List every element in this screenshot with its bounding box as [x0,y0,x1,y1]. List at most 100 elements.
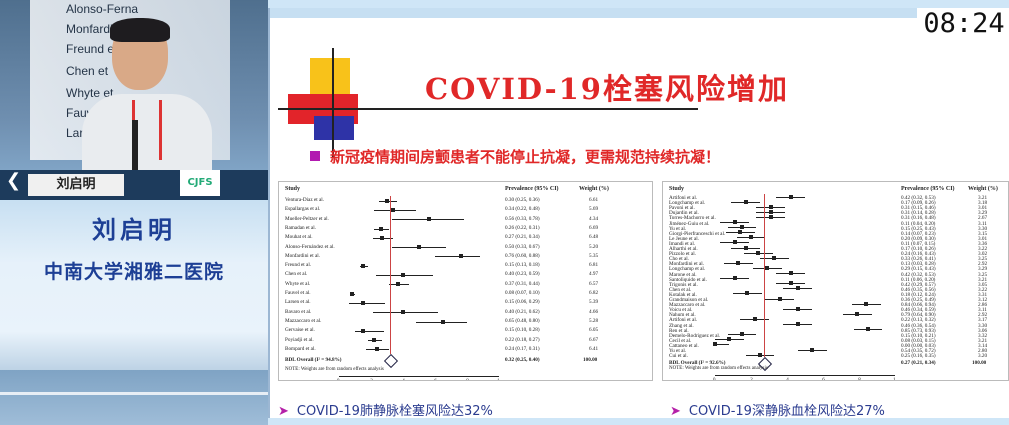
prevalence-value: 0.22 (0.18, 0.27) [505,336,540,343]
estimate-marker [372,338,377,343]
prevalence-value: 0.18 (0.12, 0.24) [901,291,936,298]
estimate-marker [458,254,463,259]
forest-row: Zhang et al. 0.46 (0.36, 0.54) 3.30 [663,322,1008,329]
prevalence-value: 0.31 (0.16, 0.48) [901,215,936,222]
forest-row: Poyiadji et al. 0.22 (0.18, 0.27) 6.67 [279,336,652,345]
weight-value: 3.14 [978,342,988,349]
forest-row: Torres-Machorro et al. 0.31 (0.16, 0.48) 2… [663,214,1008,222]
forest-row: Longchamp et al. 0.29 (0.15, 0.43) 3.29 [663,265,1008,273]
study-label: Whyte et al. [285,280,311,287]
estimate-marker [788,194,793,199]
forest-row: Ramadan et al. 0.26 (0.22, 0.31) 6.69 [279,224,652,233]
nameplate: 刘启明 [28,174,124,196]
ci-line [435,256,480,258]
weight-value: 6.48 [589,234,599,241]
study-label: Alharthi et al. [669,246,698,252]
study-label: Yu et al. [669,348,687,354]
study-label: Grandmaison et al. [669,297,709,303]
prevalence-value: 0.42 (0.32, 0.53) [901,271,936,278]
microphone [132,120,138,180]
x-tick-label: .2 [369,379,373,380]
weight-value: 6.69 [589,224,599,231]
forest-row: Chen et al. 0.40 (0.23, 0.59) 4.97 [279,270,652,279]
estimate-marker [385,198,389,203]
study-label: Cui et al. [669,353,688,360]
estimate-marker [740,332,744,337]
weight-value: 6.81 [589,262,599,269]
background-slide-text: Whyte et [66,86,114,100]
overall-weight: 100.00 [583,357,598,364]
bridge-decoration [0,370,268,425]
study-label: Chen et al. [285,271,308,278]
forest-row: Kotalak et al. 0.18 (0.12, 0.24) 3.31 [663,291,1008,298]
chevron-left-icon[interactable]: ❮ [6,170,22,191]
forest-row: Marone et al. 0.42 (0.32, 0.53) 3.25 [663,271,1008,278]
forest-row: Whyte et al. 0.37 (0.31, 0.44) 6.57 [279,280,652,289]
estimate-marker [401,310,405,315]
prevalence-value: 0.27 (0.21, 0.34) [505,234,540,241]
prevalence-header: Prevalence (95% CI) [505,186,559,192]
speaker-panel: Alonso-Ferna Monfardini Freund et Chen e… [0,0,268,425]
ci-line [355,330,384,332]
estimate-marker [795,286,800,291]
study-label: Bavaro et al. [285,308,312,315]
study-label: Alonso-Fernández et al. [285,243,335,250]
x-tick-label: .4 [785,378,789,381]
weight-value: 3.29 [978,266,988,273]
estimate-marker [375,347,380,352]
estimate-marker [864,301,869,306]
prevalence-value: 0.31 (0.15, 0.46) [901,205,936,212]
weight-value: 3.01 [978,205,988,212]
study-label: Longchamp et al. [669,200,706,207]
estimate-marker [740,225,744,230]
forest-row: Voicu et al. 0.46 (0.34, 0.59) 3.11 [663,306,1008,314]
prevalence-value: 0.54 (0.35, 0.72) [901,348,936,354]
prevalence-value: 0.85 (0.73, 0.93) [901,327,936,334]
weight-value: 5.39 [589,299,599,306]
overall-weight: 100.00 [972,360,987,367]
study-header: Study [669,186,685,192]
weight-value: 3.25 [978,271,988,278]
weight-value: 3.11 [978,307,987,314]
forest-row: Cattaneo et al. 0.00 (0.00, 0.03) 3.14 [663,342,1008,349]
x-tick-label: 0 [337,379,340,380]
forest-row: Monfardini et al. 0.76 (0.60, 0.88) 5.35 [279,252,652,261]
forest-row: Mazzaccaro et al. 0.84 (0.66, 0.94) 2.86 [663,301,1008,308]
study-label: Espallargas et al. [285,206,321,213]
study-label: Freund et al. [285,262,312,269]
forest-row: Imandi et al. 0.11 (0.07, 0.15) 3.36 [663,240,1008,247]
estimate-marker [752,316,757,321]
estimate-marker [743,199,748,204]
study-label: Fauvel et al. [285,290,311,296]
x-axis [339,376,499,378]
estimate-marker [855,311,860,316]
weight-value: 3.06 [978,327,988,334]
slide-bullet: 新冠疫情期间房颤患者不能停止抗凝，更需规范持续抗凝！ [310,146,720,167]
forest-row: Larsen et al. 0.15 (0.06, 0.29) 5.39 [279,298,652,307]
estimate-marker [361,263,365,268]
estimate-marker [758,352,762,357]
x-tick-label: .6 [821,378,825,381]
prevalence-value: 0.42 (0.29, 0.57) [901,281,936,288]
weight-value: 4.97 [589,271,599,278]
weight-value: 3.12 [978,297,988,303]
study-header: Study [285,186,301,192]
prevalence-value: 0.31 (0.14, 0.28) [901,210,936,217]
prevalence-value: 0.33 (0.26, 0.41) [901,256,936,263]
weight-value: 3.30 [978,322,988,329]
weight-value: 3.02 [978,251,988,258]
forest-row: Bompard et al. 0.24 (0.17, 0.31) 6.41 [279,345,652,354]
background-slide-text: Alonso-Ferna [66,2,139,16]
estimate-marker [788,281,793,286]
forest-row: Pavoni et al. 0.31 (0.15, 0.46) 3.01 [663,204,1008,212]
background-slide-text: Monfardini [66,22,123,36]
prevalence-value: 0.11 (0.06, 0.20) [901,276,936,283]
decoration-blue-block [314,116,354,140]
x-tick-label: .8 [857,378,861,381]
overall-prevalence: 0.32 (0.25, 0.40) [505,357,540,364]
weight-value: 2.92 [978,312,988,319]
study-label: Poyiadji et al. [285,336,314,343]
study-label: Ventura-Diaz et al. [285,197,325,203]
forest-plot-right: Study Prevalence (95% CI) Weight (%) Artifo… [662,181,1009,381]
ci-line [715,344,730,346]
